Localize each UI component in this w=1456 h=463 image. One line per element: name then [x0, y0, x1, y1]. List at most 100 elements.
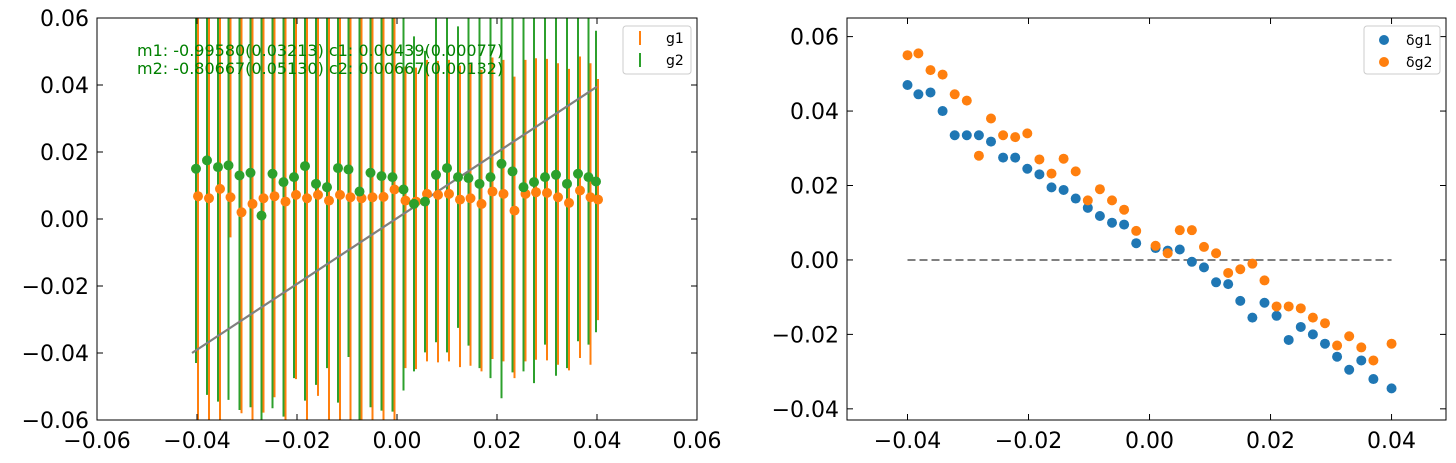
y-tick-label: −0.04 [772, 398, 839, 423]
g2-point [474, 178, 485, 189]
g1-point [215, 183, 225, 194]
g2-point [540, 172, 550, 183]
dg2-point [1082, 195, 1093, 206]
g2-point [333, 163, 343, 174]
plot-area [191, 18, 603, 420]
dg1-point [1332, 351, 1343, 362]
g1-point [389, 184, 400, 195]
g1-point [204, 193, 214, 204]
g1-point [531, 187, 541, 198]
left-errorbar-chart: −0.06 −0.04 −0.02 0.00 0.02 0.04 0.06 −0.06 −0.0… [22, 7, 722, 454]
dg1-point [1356, 355, 1367, 366]
dg2-legend-marker [1379, 57, 1389, 67]
dg2-point [913, 48, 924, 59]
dg2-point [1119, 204, 1130, 215]
y-tick-label: 0.06 [40, 7, 89, 32]
dg2-point [1034, 154, 1045, 165]
dg1-point [1295, 321, 1306, 332]
y-tick-label: 0.00 [40, 208, 89, 233]
dg2-point [1356, 342, 1367, 353]
y-tick-label: 0.02 [790, 175, 839, 200]
g1-point [465, 193, 476, 204]
dg1-point [949, 130, 960, 141]
x-tick-label: 0.06 [673, 429, 722, 454]
g1-point [542, 187, 552, 198]
g1-point [476, 198, 487, 209]
dg1-point [1198, 262, 1209, 273]
g1-point [509, 205, 520, 216]
dg1-point [1010, 152, 1021, 163]
x-tick-label: 0.02 [473, 429, 522, 454]
g2-point [562, 178, 572, 189]
g1-point [487, 186, 498, 197]
fit-annotation-1: m1: -0.99580(0.03213) c1: 0.00439(0.0007… [137, 41, 503, 60]
g2-point [409, 198, 419, 209]
dg1-point [1131, 238, 1142, 249]
dg2-point [1058, 153, 1069, 164]
g2-point [311, 178, 321, 189]
g2-point [223, 160, 234, 171]
dg1-point [1235, 295, 1246, 306]
right-scatter-chart: −0.04 −0.02 0.00 0.02 0.04 −0.04 −0.02 0.00 0.02… [772, 17, 1447, 454]
dg1-point [998, 152, 1009, 163]
y-tick-label: −0.06 [22, 409, 89, 434]
g2-point [507, 166, 518, 177]
dg2-point [1307, 312, 1318, 323]
g2-point [463, 173, 474, 184]
dg1-point [1368, 374, 1379, 385]
dg2-point [1150, 240, 1161, 251]
dg1-point [1307, 329, 1318, 340]
dg1-point [1070, 193, 1081, 204]
dg2-point [925, 65, 936, 76]
g2-point [202, 155, 212, 166]
g2-point [398, 184, 409, 195]
dg1-point [1247, 312, 1258, 323]
dg1-point [986, 136, 997, 147]
fit-annotation-2: m2: -0.80667(0.05130) c2: 0.00667(0.0013… [137, 59, 503, 78]
dg2-point [1332, 340, 1343, 351]
g2-point [267, 168, 278, 179]
y-tick-label: −0.02 [22, 275, 89, 300]
x-tick-label: −0.02 [263, 429, 330, 454]
g2-point [453, 172, 463, 183]
x-tick-label: −0.04 [874, 429, 941, 454]
dg1-point [1094, 211, 1105, 222]
g1-point [345, 192, 356, 203]
y-tick-label: 0.06 [790, 26, 839, 51]
g1-point [236, 207, 247, 218]
dg2-point [1174, 225, 1185, 236]
dg2-point [1211, 248, 1222, 259]
g2-point [496, 158, 507, 169]
g1-point [378, 191, 389, 202]
y-tick-label: 0.04 [790, 100, 839, 125]
dg1-point [961, 130, 972, 141]
g1-point [455, 194, 465, 205]
dg1-legend-marker [1379, 35, 1389, 45]
dg2-point [1319, 318, 1330, 329]
dg2-point [1223, 267, 1234, 278]
g2-point [518, 182, 529, 193]
dg1-point [1344, 364, 1355, 375]
g2-point [365, 167, 376, 178]
dg1-point [1082, 202, 1093, 213]
dg1-legend-label: δg1 [1406, 33, 1432, 49]
g1-point [258, 193, 269, 204]
dg1-point [1034, 169, 1045, 180]
g2-point [191, 163, 201, 174]
fit-line [191, 85, 598, 354]
g2-legend-label: g2 [666, 53, 684, 69]
dg2-point [937, 69, 948, 80]
g1-point [564, 197, 574, 208]
dg2-point [1271, 301, 1282, 312]
axes-frame [96, 17, 698, 421]
g1-point [291, 189, 301, 200]
g2-point [485, 172, 496, 183]
dg2-point [973, 150, 984, 161]
g2-point [376, 171, 387, 182]
g2-point [300, 161, 310, 172]
dg1-point [937, 106, 948, 117]
dg1-point [1107, 217, 1118, 228]
x-tick-label: −0.02 [995, 429, 1062, 454]
